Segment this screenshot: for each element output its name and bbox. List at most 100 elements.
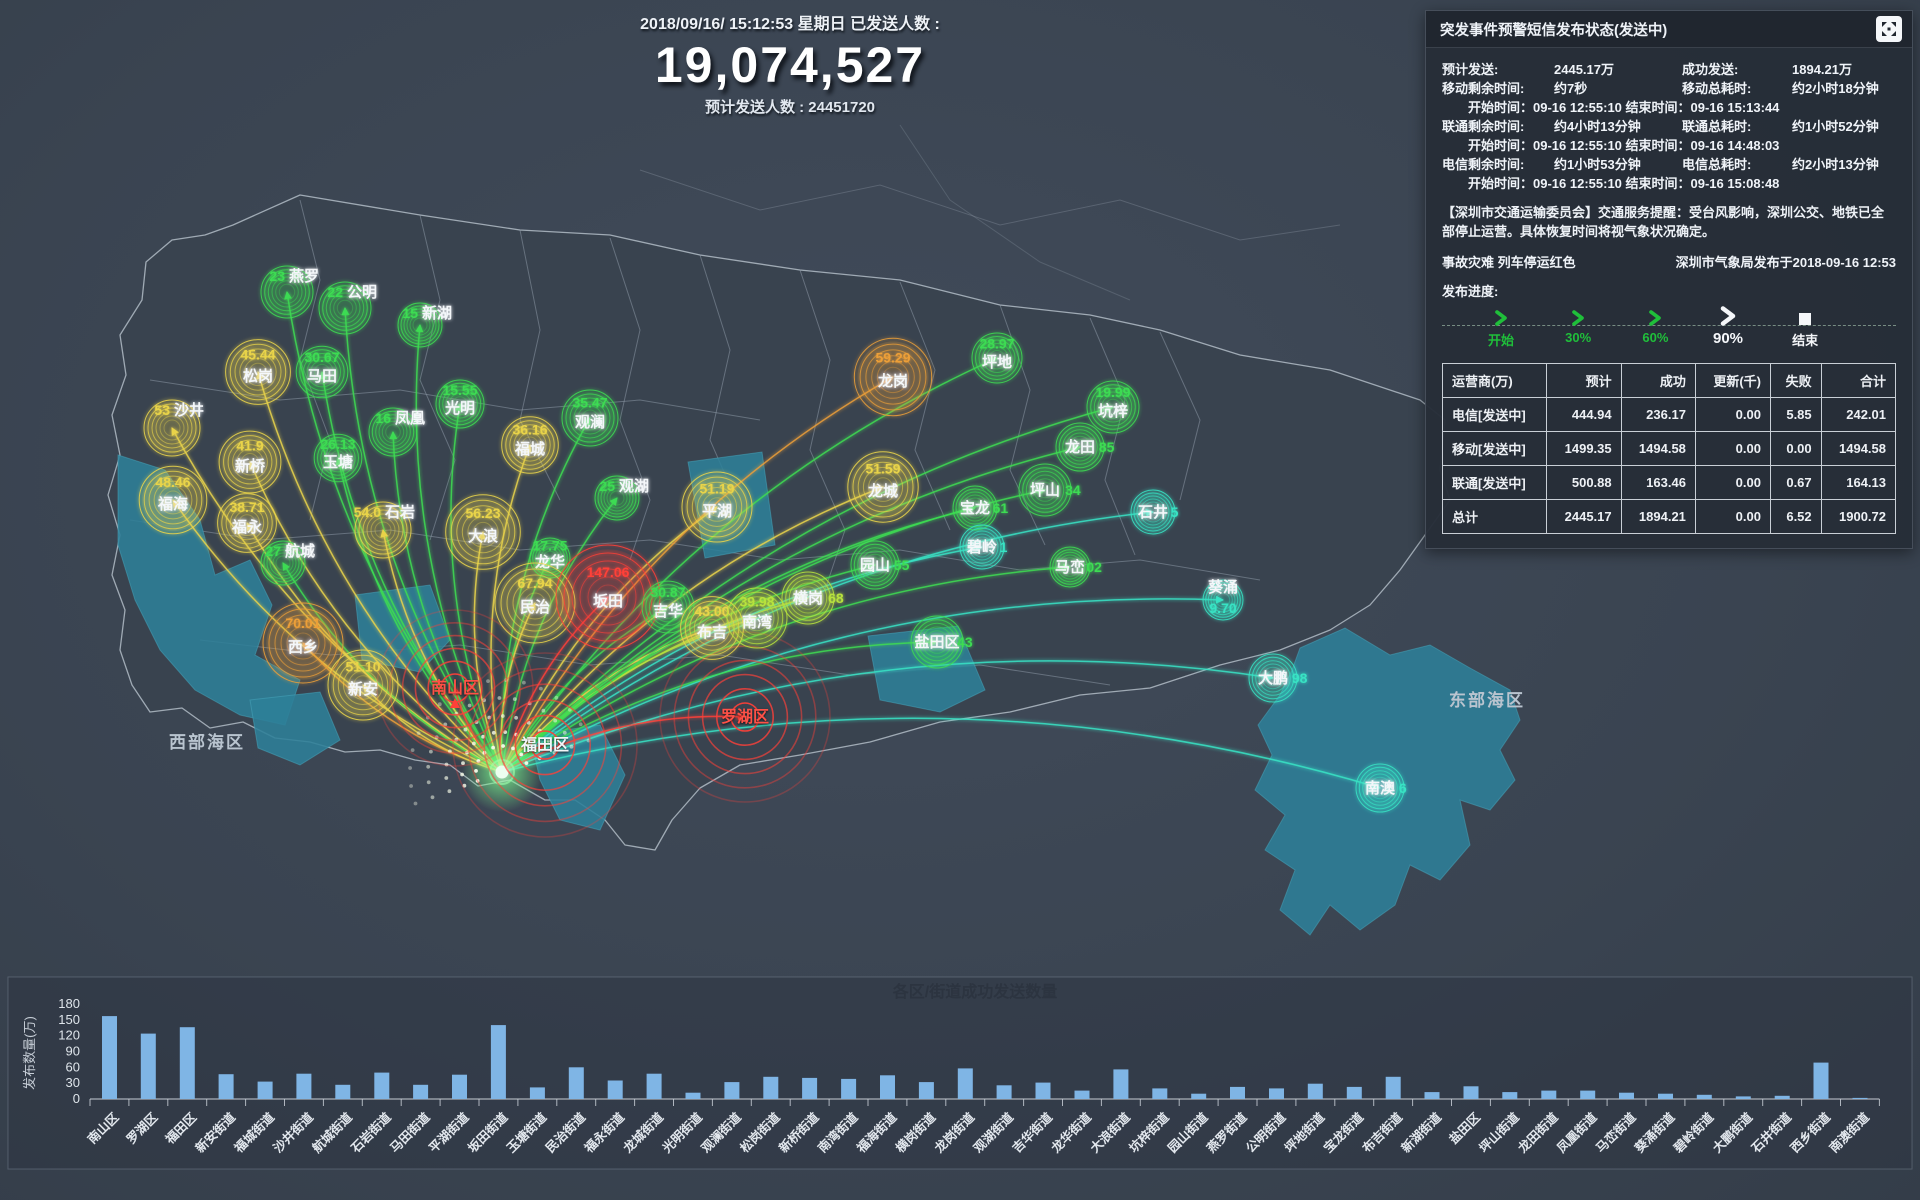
table-header-cell: 运营商(万) — [1441, 363, 1548, 398]
map-bubble-燕罗: 23 燕罗 — [260, 265, 319, 319]
table-cell: 236.17 — [1620, 397, 1696, 432]
bar-马田街道 — [413, 1084, 429, 1100]
stat-value: 2445.17万 — [1554, 62, 1614, 77]
table-header-cell: 失败 — [1769, 363, 1822, 398]
flow-line — [501, 660, 1274, 773]
bubble-value: 16 — [375, 410, 391, 426]
bubble-value: 45.44 — [240, 347, 275, 363]
chevron-right-icon — [1620, 304, 1690, 326]
bubble-value: 39.98 — [739, 594, 774, 610]
stat-label: 预计发送: — [1442, 62, 1499, 77]
table-header-cell: 预计 — [1546, 363, 1622, 398]
bar-玉塘街道 — [529, 1087, 545, 1099]
bar-燕罗街道 — [1230, 1086, 1245, 1099]
progress-step-开始: 开始 — [1466, 304, 1536, 349]
chart-y-tick: 30 — [66, 1075, 80, 1090]
map-bubble-宝龙: 宝龙 61 — [952, 485, 1009, 531]
flow-line — [450, 403, 503, 773]
table-cell: 0.00 — [1769, 431, 1822, 466]
chevron-right-icon — [1543, 304, 1613, 326]
bar-光明街道 — [685, 1092, 701, 1099]
bubble-label: 民治 — [520, 598, 550, 616]
bar-福田区 — [179, 1027, 195, 1099]
flow-line — [335, 457, 503, 773]
bar-凤凰街道 — [1580, 1090, 1596, 1099]
bubble-value: 48.46 — [155, 474, 190, 490]
bubble-label: 西乡 — [288, 638, 318, 656]
bubble-value: 30.87 — [650, 584, 685, 600]
red-district-福田区: 福田区 — [452, 652, 638, 838]
bubble-label: 玉塘 — [323, 453, 353, 471]
bubble-label: 光明 — [444, 399, 475, 417]
table-cell: 移动[发送中] — [1441, 431, 1548, 466]
bar-石岩街道 — [374, 1072, 390, 1099]
bar-松岗街道 — [763, 1076, 779, 1099]
bar-坪山街道 — [1502, 1092, 1518, 1099]
bubble-value: 9.70 — [1209, 600, 1236, 616]
bubble-value: 98 — [1292, 670, 1308, 686]
stat-time-row: 开始时间：09-16 12:55:10 结束时间：09-16 15:13:44 — [1468, 100, 1780, 115]
stat-time-row: 开始时间：09-16 12:55:10 结束时间：09-16 14:48:03 — [1468, 138, 1780, 153]
map-bubble-公明: 22 公明 — [318, 281, 377, 335]
bar-公明街道 — [1269, 1088, 1284, 1099]
bubble-value: 26.13 — [320, 436, 355, 452]
bubble-label: 松岗 — [243, 367, 273, 385]
map-bubble-马峦: 马峦 02 — [1049, 546, 1102, 588]
bubble-value: 61 — [993, 500, 1009, 516]
progress-step-label: 60% — [1642, 330, 1669, 345]
bar-观湖街道 — [996, 1085, 1012, 1099]
bubble-value: 15 — [402, 305, 418, 321]
table-cell: 1499.35 — [1546, 431, 1622, 466]
operator-table: 运营商(万) 预计 成功 更新(千) 失败 合计 电信[发送中] 444.94 236.17 0… — [1441, 363, 1897, 534]
bar-龙城街道 — [646, 1073, 662, 1099]
bubble-label: 大浪 — [468, 527, 498, 545]
bar-宝龙街道 — [1346, 1086, 1362, 1099]
bubble-label: 龙田 — [1064, 438, 1095, 456]
map-bubble-吉华: 30.87 吉华 — [641, 580, 695, 634]
bar-马峦街道 — [1619, 1092, 1634, 1099]
bubble-label: 沙井 — [174, 401, 204, 419]
map-bubble-福永: 38.71 福永 — [217, 493, 277, 553]
progress-step-label: 30% — [1565, 330, 1592, 345]
district-label: 南山区 — [431, 678, 479, 697]
table-row: 联通[发送中] 500.88 163.46 0.00 0.67 164.13 — [1441, 465, 1897, 500]
table-row: 移动[发送中] 1499.35 1494.58 0.00 0.00 1494.58 — [1441, 431, 1897, 466]
progress-step-60%: 60% — [1620, 304, 1690, 345]
table-cell: 163.46 — [1620, 465, 1696, 500]
map-bubble-大浪: 56.23 大浪 — [445, 494, 521, 570]
bubble-value: 23 — [269, 268, 285, 284]
bar-横岗街道 — [918, 1082, 934, 1099]
bubble-value: 59.29 — [875, 349, 910, 365]
stat-label: 联通剩余时间: — [1442, 119, 1525, 134]
bubble-value: 25 — [599, 478, 615, 494]
bubble-label: 航城 — [285, 542, 315, 560]
map-bubble-石岩: 54.0 石岩 — [354, 501, 415, 559]
bubble-label: 坪山 — [1030, 482, 1060, 499]
map-bubble-西乡: 70.01 西乡 — [262, 602, 344, 684]
map-bubble-龙城: 51.59 龙城 — [847, 451, 919, 523]
sea-label: 东部海区 — [1449, 690, 1525, 710]
sea-labels: 西部海区 东部海区 — [169, 690, 1525, 752]
bubble-label: 宝龙 — [960, 499, 990, 517]
bar-碧岭街道 — [1696, 1094, 1712, 1099]
chart-y-tick: 60 — [66, 1059, 80, 1074]
progress-step-label: 开始 — [1488, 333, 1515, 348]
table-cell: 1900.72 — [1820, 499, 1897, 534]
city-boundary — [107, 194, 1451, 851]
bubble-label: 马田 — [307, 368, 337, 385]
bubble-value: 34 — [1065, 482, 1081, 498]
panel-body: 预计发送: 2445.17万 成功发送: 1894.21万 移动剩余时间: 约7秒 移动总耗… — [1426, 48, 1912, 548]
map-bubble-布吉: 43.00 布吉 — [680, 596, 744, 660]
bubble-value: 51.59 — [865, 461, 900, 477]
bubble-value: 02 — [1086, 559, 1102, 575]
chart-y-tick: 120 — [58, 1028, 80, 1043]
flow-line — [490, 444, 532, 773]
progress-step-90%: 90% — [1693, 304, 1763, 347]
bubble-value: 17.75 — [532, 537, 567, 553]
flow-line — [256, 371, 503, 773]
bar-福城街道 — [257, 1081, 273, 1099]
stat-label: 成功发送: — [1682, 62, 1739, 77]
expand-icon[interactable] — [1876, 16, 1902, 42]
